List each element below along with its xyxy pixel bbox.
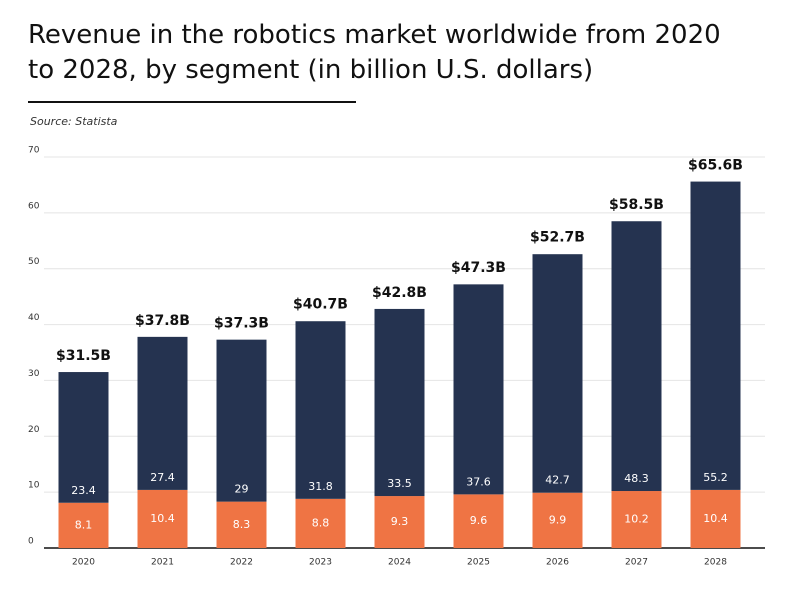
value-label: 27.4 xyxy=(150,471,175,484)
value-label: 37.6 xyxy=(466,475,491,488)
x-tick-label: 2020 xyxy=(72,558,95,568)
chart-title: Revenue in the robotics market worldwide… xyxy=(28,20,721,85)
value-label: 55.2 xyxy=(703,471,728,484)
bar-segment xyxy=(453,284,504,495)
bar-segment xyxy=(137,336,188,490)
bar-segment xyxy=(216,339,267,502)
x-tick-label: 2021 xyxy=(151,558,174,568)
bar-segment xyxy=(532,254,583,493)
total-label: $58.5B xyxy=(609,197,664,213)
bar-segment xyxy=(611,491,662,548)
total-label: $42.8B xyxy=(372,285,427,301)
x-tick-label: 2025 xyxy=(467,558,490,568)
bar-segment xyxy=(137,489,188,548)
total-label: $65.6B xyxy=(688,158,743,174)
y-tick-label: 60 xyxy=(28,201,40,211)
total-label: $52.7B xyxy=(530,230,585,246)
total-label: $47.3B xyxy=(451,260,506,276)
value-label: 23.4 xyxy=(71,484,96,497)
value-label: 10.4 xyxy=(150,512,175,525)
bar-segment xyxy=(295,321,346,499)
title-rule xyxy=(28,101,356,103)
value-label: 8.3 xyxy=(233,518,251,531)
value-label: 8.8 xyxy=(312,516,330,529)
bar-segment xyxy=(58,372,109,503)
y-tick-label: 50 xyxy=(28,257,40,267)
x-tick-label: 2022 xyxy=(230,558,253,568)
bar-segment xyxy=(690,181,741,490)
value-label: 9.3 xyxy=(391,515,409,528)
y-tick-label: 0 xyxy=(28,537,34,547)
x-tick-label: 2026 xyxy=(546,558,569,568)
bar-segment xyxy=(58,502,109,548)
value-label: 9.9 xyxy=(549,513,567,526)
bar-segment xyxy=(374,308,425,497)
value-label: 42.7 xyxy=(545,474,570,487)
value-label: 33.5 xyxy=(387,477,412,490)
value-label: 9.6 xyxy=(470,514,488,527)
bar-segment xyxy=(374,496,425,548)
source: Source: Statista xyxy=(30,115,118,128)
value-label: 31.8 xyxy=(308,480,333,493)
bar-segment xyxy=(216,501,267,548)
bar-segment xyxy=(295,498,346,548)
total-label: $40.7B xyxy=(293,297,348,313)
total-label: $37.8B xyxy=(135,313,190,329)
bar-segment xyxy=(453,494,504,548)
value-label: 8.1 xyxy=(75,518,93,531)
value-label: 29 xyxy=(235,483,249,496)
bar-segment xyxy=(611,221,662,492)
y-tick-label: 10 xyxy=(28,481,40,491)
total-label: $31.5B xyxy=(56,348,111,364)
bar-segment xyxy=(532,492,583,548)
y-tick-label: 20 xyxy=(28,425,40,435)
x-tick-label: 2027 xyxy=(625,558,648,568)
x-tick-label: 2028 xyxy=(704,558,727,568)
x-tick-label: 2023 xyxy=(309,558,332,568)
y-tick-label: 70 xyxy=(28,146,40,156)
value-label: 48.3 xyxy=(624,472,649,485)
total-label: $37.3B xyxy=(214,316,269,332)
y-tick-label: 30 xyxy=(28,369,40,379)
y-tick-label: 40 xyxy=(28,313,40,323)
value-label: 10.4 xyxy=(703,512,728,525)
bar-segment xyxy=(690,489,741,548)
x-tick-label: 2024 xyxy=(388,558,411,568)
value-label: 10.2 xyxy=(624,513,649,526)
